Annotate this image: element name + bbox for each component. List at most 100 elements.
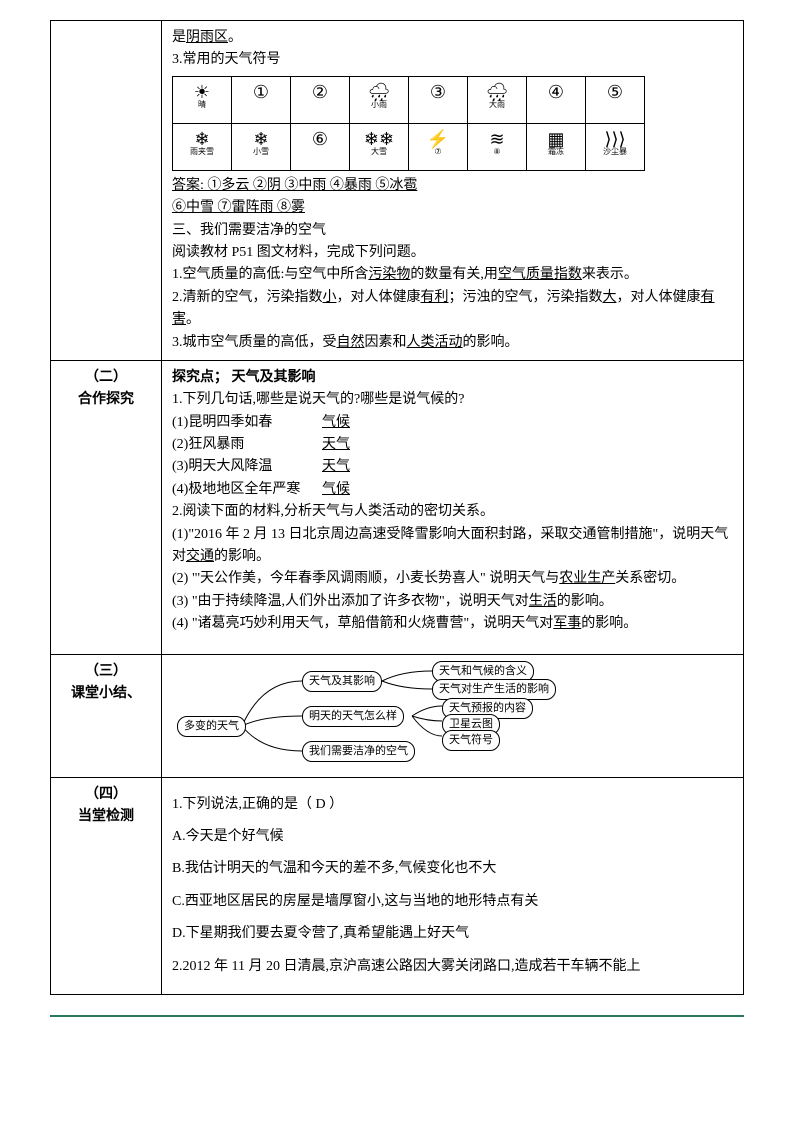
underline-text: 交通: [186, 549, 214, 564]
weather-icon: ④: [537, 83, 575, 101]
underline-text: 生活: [529, 594, 557, 609]
option: C.西亚地区居民的房屋是墙厚窗小,这与当地的地形特点有关: [172, 891, 733, 913]
underline-text: 气候: [322, 482, 350, 497]
weather-symbol-table: ☀晴 ① ② 🌧小雨 ③ 🌧大雨 ④ ⑤ ❄雨夹雪 ❄小雪 ⑥ ❄❄大雪 ⚡⑦ …: [172, 76, 645, 171]
symbol-cell: ②: [291, 76, 350, 123]
symbol-cell: ❄小雪: [232, 123, 291, 170]
table-row: （二） 合作探究 探究点； 天气及其影响 1.下列几句话,哪些是说天气的?哪些是…: [51, 360, 744, 654]
symbol-label: 大雪: [360, 148, 398, 156]
symbol-label: 晴: [183, 101, 221, 109]
symbol-cell: ❄雨夹雪: [173, 123, 232, 170]
text: 关系密切。: [615, 571, 685, 586]
weather-icon: ▦: [537, 130, 575, 148]
text: (2) "'天公作美，今年春季风调雨顺，小麦长势喜人" 说明天气与: [172, 571, 559, 586]
text-line: (1)昆明四季如春气候: [172, 412, 733, 434]
symbol-cell: ▦霜冻: [527, 123, 586, 170]
text-line: 3.城市空气质量的高低，受自然因素和人类活动的影响。: [172, 332, 733, 354]
symbol-cell: ①: [232, 76, 291, 123]
text: 因素和: [365, 335, 407, 350]
underline-text: 农业生产: [559, 571, 615, 586]
symbol-cell: ☀晴: [173, 76, 232, 123]
weather-icon: ⟩⟩⟩: [596, 130, 634, 148]
text: 来表示。: [582, 267, 638, 282]
text-line: 1.空气质量的高低:与空气中所含污染物的数量有关,用空气质量指数来表示。: [172, 264, 733, 286]
underline-text: 有利: [421, 290, 449, 305]
text: (1)昆明四季如春: [172, 412, 322, 434]
symbol-row: ☀晴 ① ② 🌧小雨 ③ 🌧大雨 ④ ⑤: [173, 76, 645, 123]
label-text: 当堂检测: [61, 806, 151, 828]
text: 的数量有关,用: [410, 267, 498, 282]
text: 3.城市空气质量的高低，受: [172, 335, 337, 350]
table-row: （三） 课堂小结、 多变的天气 天气及其影响 明天的天气怎么样 我们需要洁净的空…: [51, 654, 744, 777]
section-title: 三、我们需要洁净的空气: [172, 220, 733, 242]
diagram-node: 天气符号: [442, 730, 500, 752]
symbol-label: 小雨: [360, 101, 398, 109]
row2-content: 探究点； 天气及其影响 1.下列几句话,哪些是说天气的?哪些是说气候的? (1)…: [162, 360, 744, 654]
question: 1.下列几句话,哪些是说天气的?哪些是说气候的?: [172, 389, 733, 411]
weather-icon: ⚡: [419, 130, 457, 148]
weather-icon: ⑥: [301, 130, 339, 148]
underline-text: 大: [603, 290, 617, 305]
symbol-cell: ❄❄大雪: [350, 123, 409, 170]
label-text: （三）: [61, 661, 151, 683]
symbol-label: 沙尘暴: [596, 148, 634, 156]
main-table: 是阴雨区。 3.常用的天气符号 ☀晴 ① ② 🌧小雨 ③ 🌧大雨 ④ ⑤ ❄雨夹…: [50, 20, 744, 995]
symbol-label: ⑦: [419, 148, 457, 156]
underline-text: 人类活动: [407, 335, 463, 350]
text-line: (3) "由于持续降温,人们外出添加了许多衣物"，说明天气对生活的影响。: [172, 591, 733, 613]
diagram-node: 多变的天气: [177, 716, 246, 738]
diagram-node: 明天的天气怎么样: [302, 706, 404, 728]
section-title: 探究点； 天气及其影响: [172, 367, 733, 389]
diagram-node: 天气及其影响: [302, 671, 382, 693]
weather-icon: ⑤: [596, 83, 634, 101]
label-text: 课堂小结、: [61, 683, 151, 705]
answer-line: 答案: ①多云 ②阴 ③中雨 ④暴雨 ⑤冰雹: [172, 175, 733, 197]
text-line: (2) "'天公作美，今年春季风调雨顺，小麦长势喜人" 说明天气与农业生产关系密…: [172, 568, 733, 590]
symbol-label: 小雪: [242, 148, 280, 156]
text: 。: [228, 30, 242, 45]
row2-label: （二） 合作探究: [51, 360, 162, 654]
text-line: 阅读教材 P51 图文材料，完成下列问题。: [172, 242, 733, 264]
text-line: 3.常用的天气符号: [172, 49, 733, 71]
text-line: (3)明天大风降温天气: [172, 456, 733, 478]
weather-icon: ②: [301, 83, 339, 101]
weather-icon: ❄❄: [360, 130, 398, 148]
underline-text: 小: [323, 290, 337, 305]
question: 1.下列说法,正确的是（ D ）: [172, 794, 733, 816]
weather-icon: ③: [419, 83, 457, 101]
underline-text: 天气: [322, 437, 350, 452]
diagram-node: 天气对生产生活的影响: [432, 679, 556, 701]
text-line: (1)"2016 年 2 月 13 日北京周边高速受降雪影响大面积封路，采取交通…: [172, 524, 733, 569]
weather-icon: ❄: [242, 130, 280, 148]
weather-icon: 🌧: [360, 83, 398, 101]
text: (2)狂风暴雨: [172, 434, 322, 456]
text: ，对人体健康: [337, 290, 421, 305]
symbol-cell: ⑤: [586, 76, 645, 123]
row4-content: 1.下列说法,正确的是（ D ） A.今天是个好气候 B.我估计明天的气温和今天…: [162, 777, 744, 994]
text: (3)明天大风降温: [172, 456, 322, 478]
symbol-cell: ⟩⟩⟩沙尘暴: [586, 123, 645, 170]
symbol-cell: ④: [527, 76, 586, 123]
text: 2.清新的空气，污染指数: [172, 290, 323, 305]
weather-icon: ①: [242, 83, 280, 101]
label-text: 合作探究: [61, 389, 151, 411]
text: ，对人体健康: [617, 290, 701, 305]
symbol-cell: 🌧小雨: [350, 76, 409, 123]
label-text: （四）: [61, 784, 151, 806]
weather-icon: ❄: [183, 130, 221, 148]
quiz: 1.下列说法,正确的是（ D ） A.今天是个好气候 B.我估计明天的气温和今天…: [172, 794, 733, 978]
page: 是阴雨区。 3.常用的天气符号 ☀晴 ① ② 🌧小雨 ③ 🌧大雨 ④ ⑤ ❄雨夹…: [0, 0, 794, 1037]
answer-line: ⑥中雪 ⑦雷阵雨 ⑧雾: [172, 197, 733, 219]
label-text: （二）: [61, 367, 151, 389]
text-line: (4) "诸葛亮巧妙利用天气，草船借箭和火烧曹营"，说明天气对军事的影响。: [172, 613, 733, 635]
symbol-row: ❄雨夹雪 ❄小雪 ⑥ ❄❄大雪 ⚡⑦ ≋⑧ ▦霜冻 ⟩⟩⟩沙尘暴: [173, 123, 645, 170]
table-row: 是阴雨区。 3.常用的天气符号 ☀晴 ① ② 🌧小雨 ③ 🌧大雨 ④ ⑤ ❄雨夹…: [51, 21, 744, 361]
row3-content: 多变的天气 天气及其影响 明天的天气怎么样 我们需要洁净的空气 天气和气候的含义…: [162, 654, 744, 777]
weather-icon: ≋: [478, 130, 516, 148]
spacer: [172, 636, 733, 648]
text: (4)极地地区全年严寒: [172, 479, 322, 501]
underline-text: 气候: [322, 415, 350, 430]
text: ；污浊的空气，污染指数: [449, 290, 603, 305]
row1-content: 是阴雨区。 3.常用的天气符号 ☀晴 ① ② 🌧小雨 ③ 🌧大雨 ④ ⑤ ❄雨夹…: [162, 21, 744, 361]
text: 的影响。: [557, 594, 613, 609]
